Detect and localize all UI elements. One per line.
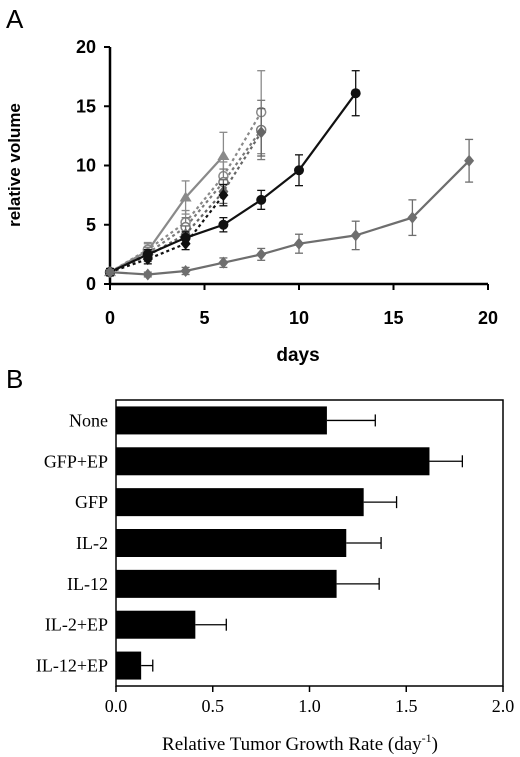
bar-il-12 <box>116 569 337 598</box>
panel-b-x-tick-label: 1.0 <box>298 696 321 716</box>
panel-a-y-tick-label: 5 <box>86 215 96 235</box>
panel-a-x-tick-label: 0 <box>105 308 115 328</box>
category-label: GFP+EP <box>44 451 108 471</box>
panel-b-x-tick-label: 2.0 <box>492 696 515 716</box>
panel-b-x-axis-label-main: Relative Tumor Growth Rate (day <box>162 734 422 755</box>
panel-b-x-axis-label-sup: -1 <box>422 731 432 745</box>
data-point <box>256 126 267 139</box>
panel-a-x-tick-label: 15 <box>383 308 403 328</box>
data-point <box>256 194 267 205</box>
series-0 <box>104 131 230 277</box>
category-label: IL-12 <box>67 574 108 594</box>
data-point <box>218 256 229 269</box>
data-point <box>350 88 361 99</box>
bar-il-12-ep <box>116 651 142 680</box>
data-point <box>294 165 304 176</box>
data-point <box>105 266 115 279</box>
data-point <box>350 229 361 242</box>
panel-a-x-axis-label: days <box>276 345 319 366</box>
data-point <box>407 211 418 224</box>
bar-gfp <box>116 488 364 517</box>
series-0-line <box>109 155 225 274</box>
bar-gfp-ep <box>116 447 430 476</box>
category-label: IL-2+EP <box>45 615 108 635</box>
panel-b-x-tick-label: 0.5 <box>202 696 225 716</box>
panel-b-x-tick-label: 1.5 <box>395 696 418 716</box>
data-point <box>179 191 192 202</box>
bar-none <box>116 406 327 435</box>
panel-b-x-tick-label: 0.0 <box>105 696 128 716</box>
panel-b-label: B <box>6 364 23 394</box>
bar-il-2-ep <box>116 610 196 639</box>
data-point <box>180 232 191 243</box>
series-5 <box>105 70 361 278</box>
panel-a-label: A <box>6 4 24 34</box>
category-label: GFP <box>75 492 108 512</box>
data-point <box>142 249 153 260</box>
bar-il-2 <box>116 529 347 557</box>
data-point <box>142 268 153 281</box>
data-point <box>218 219 229 230</box>
category-label: None <box>69 410 108 430</box>
data-point <box>180 264 191 277</box>
data-point <box>256 248 267 261</box>
panel-b-x-axis-label-close: ) <box>432 734 438 755</box>
panel-a-y-tick-label: 20 <box>76 37 96 57</box>
series-6 <box>105 138 475 281</box>
panel-a-x-tick-label: 5 <box>199 308 209 328</box>
panel-b-x-axis-label: Relative Tumor Growth Rate (day-1) <box>162 731 438 755</box>
data-point <box>294 237 304 250</box>
panel-a-y-tick-label: 0 <box>86 274 96 294</box>
panel-a-chart: 0 5 10 15 20 0 5 10 15 20 <box>76 37 498 328</box>
panel-a-y-tick-label: 10 <box>76 156 96 176</box>
data-point <box>218 189 229 202</box>
series-4-line <box>109 194 225 274</box>
category-label: IL-2 <box>76 533 108 553</box>
panel-a-x-tick-label: 20 <box>478 308 498 328</box>
data-point <box>217 150 230 161</box>
panel-a-y-axis-label: relative volume <box>5 103 24 227</box>
category-label: IL-12+EP <box>36 656 108 676</box>
panel-b-chart: None GFP+EP GFP IL-2 IL-12 IL-2+EP IL-12+EP 0.0… <box>36 399 515 716</box>
panel-a-x-tick-label: 10 <box>289 308 309 328</box>
data-point <box>464 154 475 167</box>
panel-a-y-tick-label: 15 <box>76 96 96 116</box>
series-2-line <box>109 129 263 274</box>
